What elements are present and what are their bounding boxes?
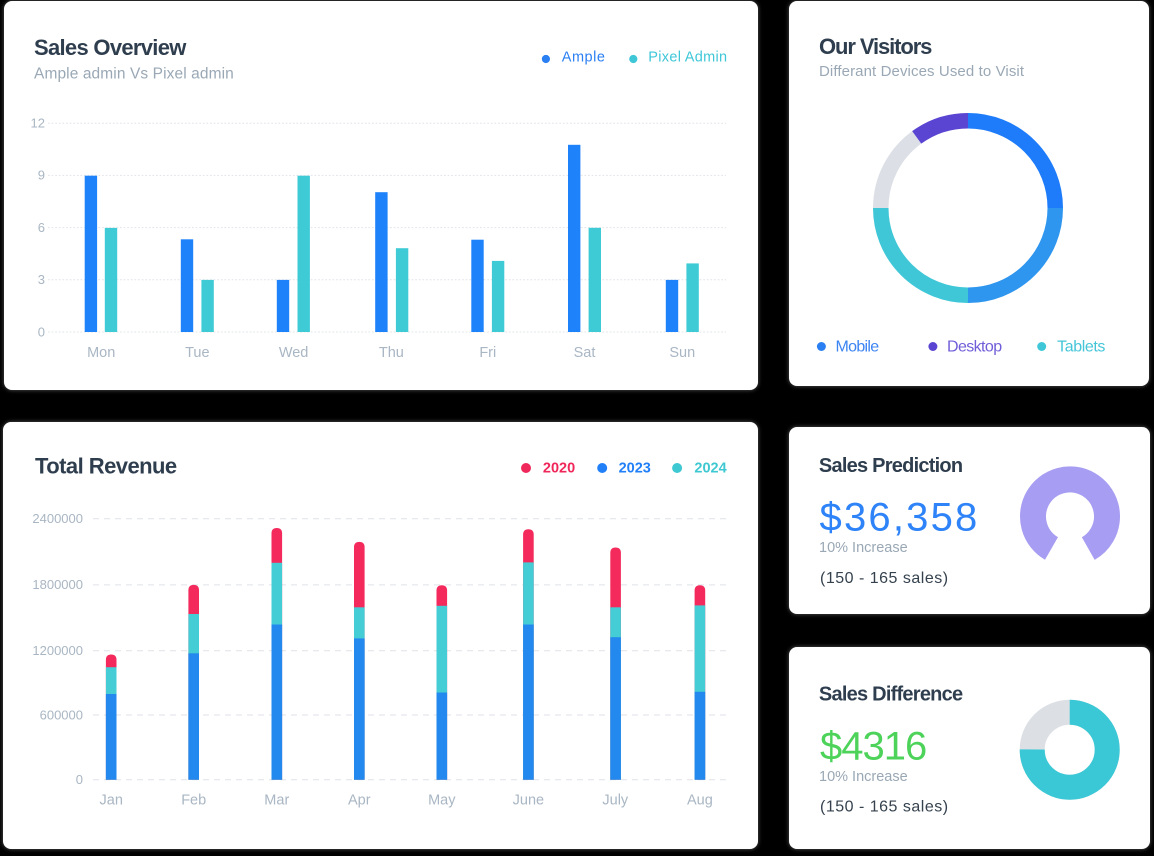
svg-text:July: July	[602, 793, 629, 809]
svg-text:June: June	[513, 793, 544, 809]
svg-text:Mon: Mon	[87, 345, 115, 361]
svg-text:Feb: Feb	[181, 793, 206, 809]
svg-text:Differant Devices Used to Visi: Differant Devices Used to Visit	[819, 63, 1025, 80]
svg-text:0: 0	[76, 772, 83, 787]
svg-text:(150 - 165 sales): (150 - 165 sales)	[820, 799, 949, 816]
svg-text:Ample admin Vs Pixel admin: Ample admin Vs Pixel admin	[34, 66, 234, 83]
svg-text:May: May	[428, 793, 456, 809]
svg-text:Sun: Sun	[669, 345, 695, 361]
svg-text:Mar: Mar	[264, 793, 289, 809]
svg-text:Pixel Admin: Pixel Admin	[648, 49, 727, 65]
svg-text:Fri: Fri	[479, 345, 496, 361]
svg-text:Aug: Aug	[687, 793, 713, 809]
svg-text:Sat: Sat	[574, 345, 596, 361]
svg-text:Sales Difference: Sales Difference	[819, 684, 963, 706]
svg-text:Our Visitors: Our Visitors	[819, 34, 932, 59]
svg-text:Sales Overview: Sales Overview	[34, 35, 187, 60]
svg-text:2020: 2020	[543, 460, 575, 476]
svg-text:12: 12	[31, 116, 45, 131]
svg-text:600000: 600000	[40, 707, 83, 722]
svg-text:Thu: Thu	[379, 345, 404, 361]
svg-text:Jan: Jan	[100, 793, 123, 809]
svg-text:Sales Prediction: Sales Prediction	[819, 455, 962, 477]
svg-text:Total Revenue: Total Revenue	[35, 454, 177, 479]
svg-text:(150 - 165 sales): (150 - 165 sales)	[820, 570, 949, 587]
svg-text:2023: 2023	[619, 460, 651, 476]
svg-text:Tue: Tue	[185, 345, 209, 361]
svg-text:6: 6	[38, 220, 45, 235]
svg-text:0: 0	[38, 324, 45, 339]
svg-text:Mobile: Mobile	[836, 339, 880, 356]
svg-text:2024: 2024	[694, 460, 726, 476]
svg-text:9: 9	[38, 168, 45, 183]
svg-text:1800000: 1800000	[32, 577, 83, 592]
svg-text:1200000: 1200000	[32, 643, 83, 658]
svg-text:10% Increase: 10% Increase	[819, 540, 908, 556]
svg-text:10% Increase: 10% Increase	[819, 769, 908, 785]
svg-text:2400000: 2400000	[32, 511, 83, 526]
svg-text:Tablets: Tablets	[1057, 339, 1105, 356]
svg-text:Apr: Apr	[348, 793, 371, 809]
svg-text:Desktop: Desktop	[947, 339, 1002, 356]
svg-text:$4316: $4316	[820, 724, 926, 768]
svg-text:3: 3	[38, 272, 45, 287]
svg-text:Wed: Wed	[279, 345, 309, 361]
svg-text:Ample: Ample	[562, 49, 606, 65]
svg-text:$36,358: $36,358	[820, 496, 980, 540]
